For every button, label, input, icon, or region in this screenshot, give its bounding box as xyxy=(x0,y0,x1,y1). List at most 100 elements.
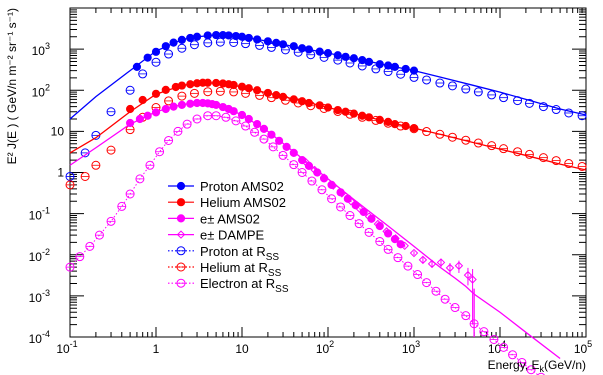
legend-label: Helium at RSS xyxy=(200,260,282,279)
data-point xyxy=(537,372,545,375)
data-point xyxy=(333,51,342,60)
data-point xyxy=(349,54,358,63)
data-point xyxy=(229,80,238,90)
data-point xyxy=(244,33,253,43)
data-point xyxy=(186,99,195,108)
series-line-helium_model xyxy=(69,82,587,171)
data-point xyxy=(212,100,221,110)
series-electron_ams xyxy=(126,98,405,249)
data-point xyxy=(310,165,319,175)
data-point xyxy=(186,33,195,43)
x-axis: 10-1 1 10 102 103 104 105 xyxy=(56,8,592,356)
data-point xyxy=(126,118,135,128)
data-point xyxy=(212,78,221,88)
legend-entry: Helium at RSS xyxy=(168,260,282,279)
data-point xyxy=(151,108,161,117)
data-point xyxy=(401,64,410,74)
data-point xyxy=(151,89,161,98)
data-point xyxy=(355,204,365,214)
series-proton_rss xyxy=(65,37,587,181)
legend-label: Proton at RSS xyxy=(200,244,279,263)
data-point xyxy=(301,157,310,167)
data-point xyxy=(359,207,368,217)
legend-entry: Helium AMS02 xyxy=(168,195,286,210)
data-point xyxy=(304,161,314,170)
legend-marker xyxy=(176,198,186,207)
legend-label: e± DAMPE xyxy=(200,228,265,243)
data-point xyxy=(169,38,178,47)
legend-entry: e± DAMPE xyxy=(168,228,265,243)
axis-titles: Energy, Ek(GeV/n) E² J(E ) ( GeV/n m⁻² sr… xyxy=(5,8,586,374)
series-layer xyxy=(65,30,587,375)
series-helium_rss xyxy=(65,86,587,190)
data-point xyxy=(289,148,298,157)
y-tick-label: 1 xyxy=(57,166,64,180)
series-electron_dampe xyxy=(301,157,477,325)
y-tick-label: 10 xyxy=(51,124,65,138)
legend-marker xyxy=(176,181,186,191)
data-point xyxy=(203,31,212,40)
data-point xyxy=(143,53,152,62)
legend-label: Electron at RSS xyxy=(200,276,289,295)
data-point xyxy=(391,234,400,243)
legend-entry: Proton at RSS xyxy=(168,244,279,263)
x-tick-label: 10-1 xyxy=(56,339,77,356)
data-point xyxy=(329,181,338,190)
data-point xyxy=(346,197,356,206)
data-point xyxy=(390,62,400,71)
data-point xyxy=(454,261,464,270)
legend-label: Helium AMS02 xyxy=(200,195,286,210)
y-tick-label: 10-2 xyxy=(29,247,50,264)
y-tick-label: 10-1 xyxy=(29,206,50,223)
data-point xyxy=(445,263,455,273)
data-point xyxy=(135,114,145,124)
data-point xyxy=(177,81,186,90)
y-tick-label: 102 xyxy=(32,82,50,99)
x-tick-label: 103 xyxy=(402,339,420,356)
legend-marker xyxy=(176,230,186,239)
data-point xyxy=(259,124,269,133)
y-tick-label: 10-4 xyxy=(29,329,50,346)
data-point xyxy=(400,241,409,251)
data-point xyxy=(203,78,212,87)
data-point xyxy=(436,258,446,267)
data-point xyxy=(337,189,347,198)
data-point xyxy=(177,35,186,44)
data-point xyxy=(468,275,477,284)
legend-label: e± AMS02 xyxy=(200,211,260,226)
data-point xyxy=(267,130,276,139)
x-tick-label: 10 xyxy=(235,342,249,356)
series-electron_rss xyxy=(65,111,545,375)
data-point xyxy=(351,201,360,210)
data-point xyxy=(151,47,161,56)
data-point xyxy=(192,32,202,41)
data-point xyxy=(327,180,336,189)
data-point xyxy=(282,142,291,151)
y-tick-label: 10-3 xyxy=(29,288,50,305)
data-point xyxy=(177,100,186,110)
y-axis: 10-4 10-3 10-2 10-1 1 10 102 103 xyxy=(29,9,586,346)
data-point xyxy=(224,31,233,40)
data-point xyxy=(319,173,329,182)
data-point xyxy=(132,62,142,71)
data-point xyxy=(418,255,428,265)
data-point xyxy=(364,212,374,221)
data-point xyxy=(409,66,419,75)
data-point xyxy=(237,110,247,120)
x-tick-label: 1 xyxy=(153,342,160,356)
data-point xyxy=(427,259,437,269)
data-point xyxy=(253,120,262,129)
x-tick-label: 102 xyxy=(316,339,334,356)
data-point xyxy=(289,42,298,51)
x-tick-label: 104 xyxy=(488,339,506,356)
y-axis-title: E² J(E ) ( GeV/n m⁻² sr⁻¹ s⁻¹) xyxy=(5,8,19,164)
legend-entry: Electron at RSS xyxy=(168,276,289,295)
x-axis-title: Energy, Ek(GeV/n) xyxy=(488,358,586,374)
data-point xyxy=(364,57,374,66)
legend-label: Proton AMS02 xyxy=(200,179,284,194)
data-point xyxy=(315,47,324,56)
data-point xyxy=(244,114,253,124)
series-line-electron_model xyxy=(69,102,561,360)
data-point xyxy=(463,270,473,280)
